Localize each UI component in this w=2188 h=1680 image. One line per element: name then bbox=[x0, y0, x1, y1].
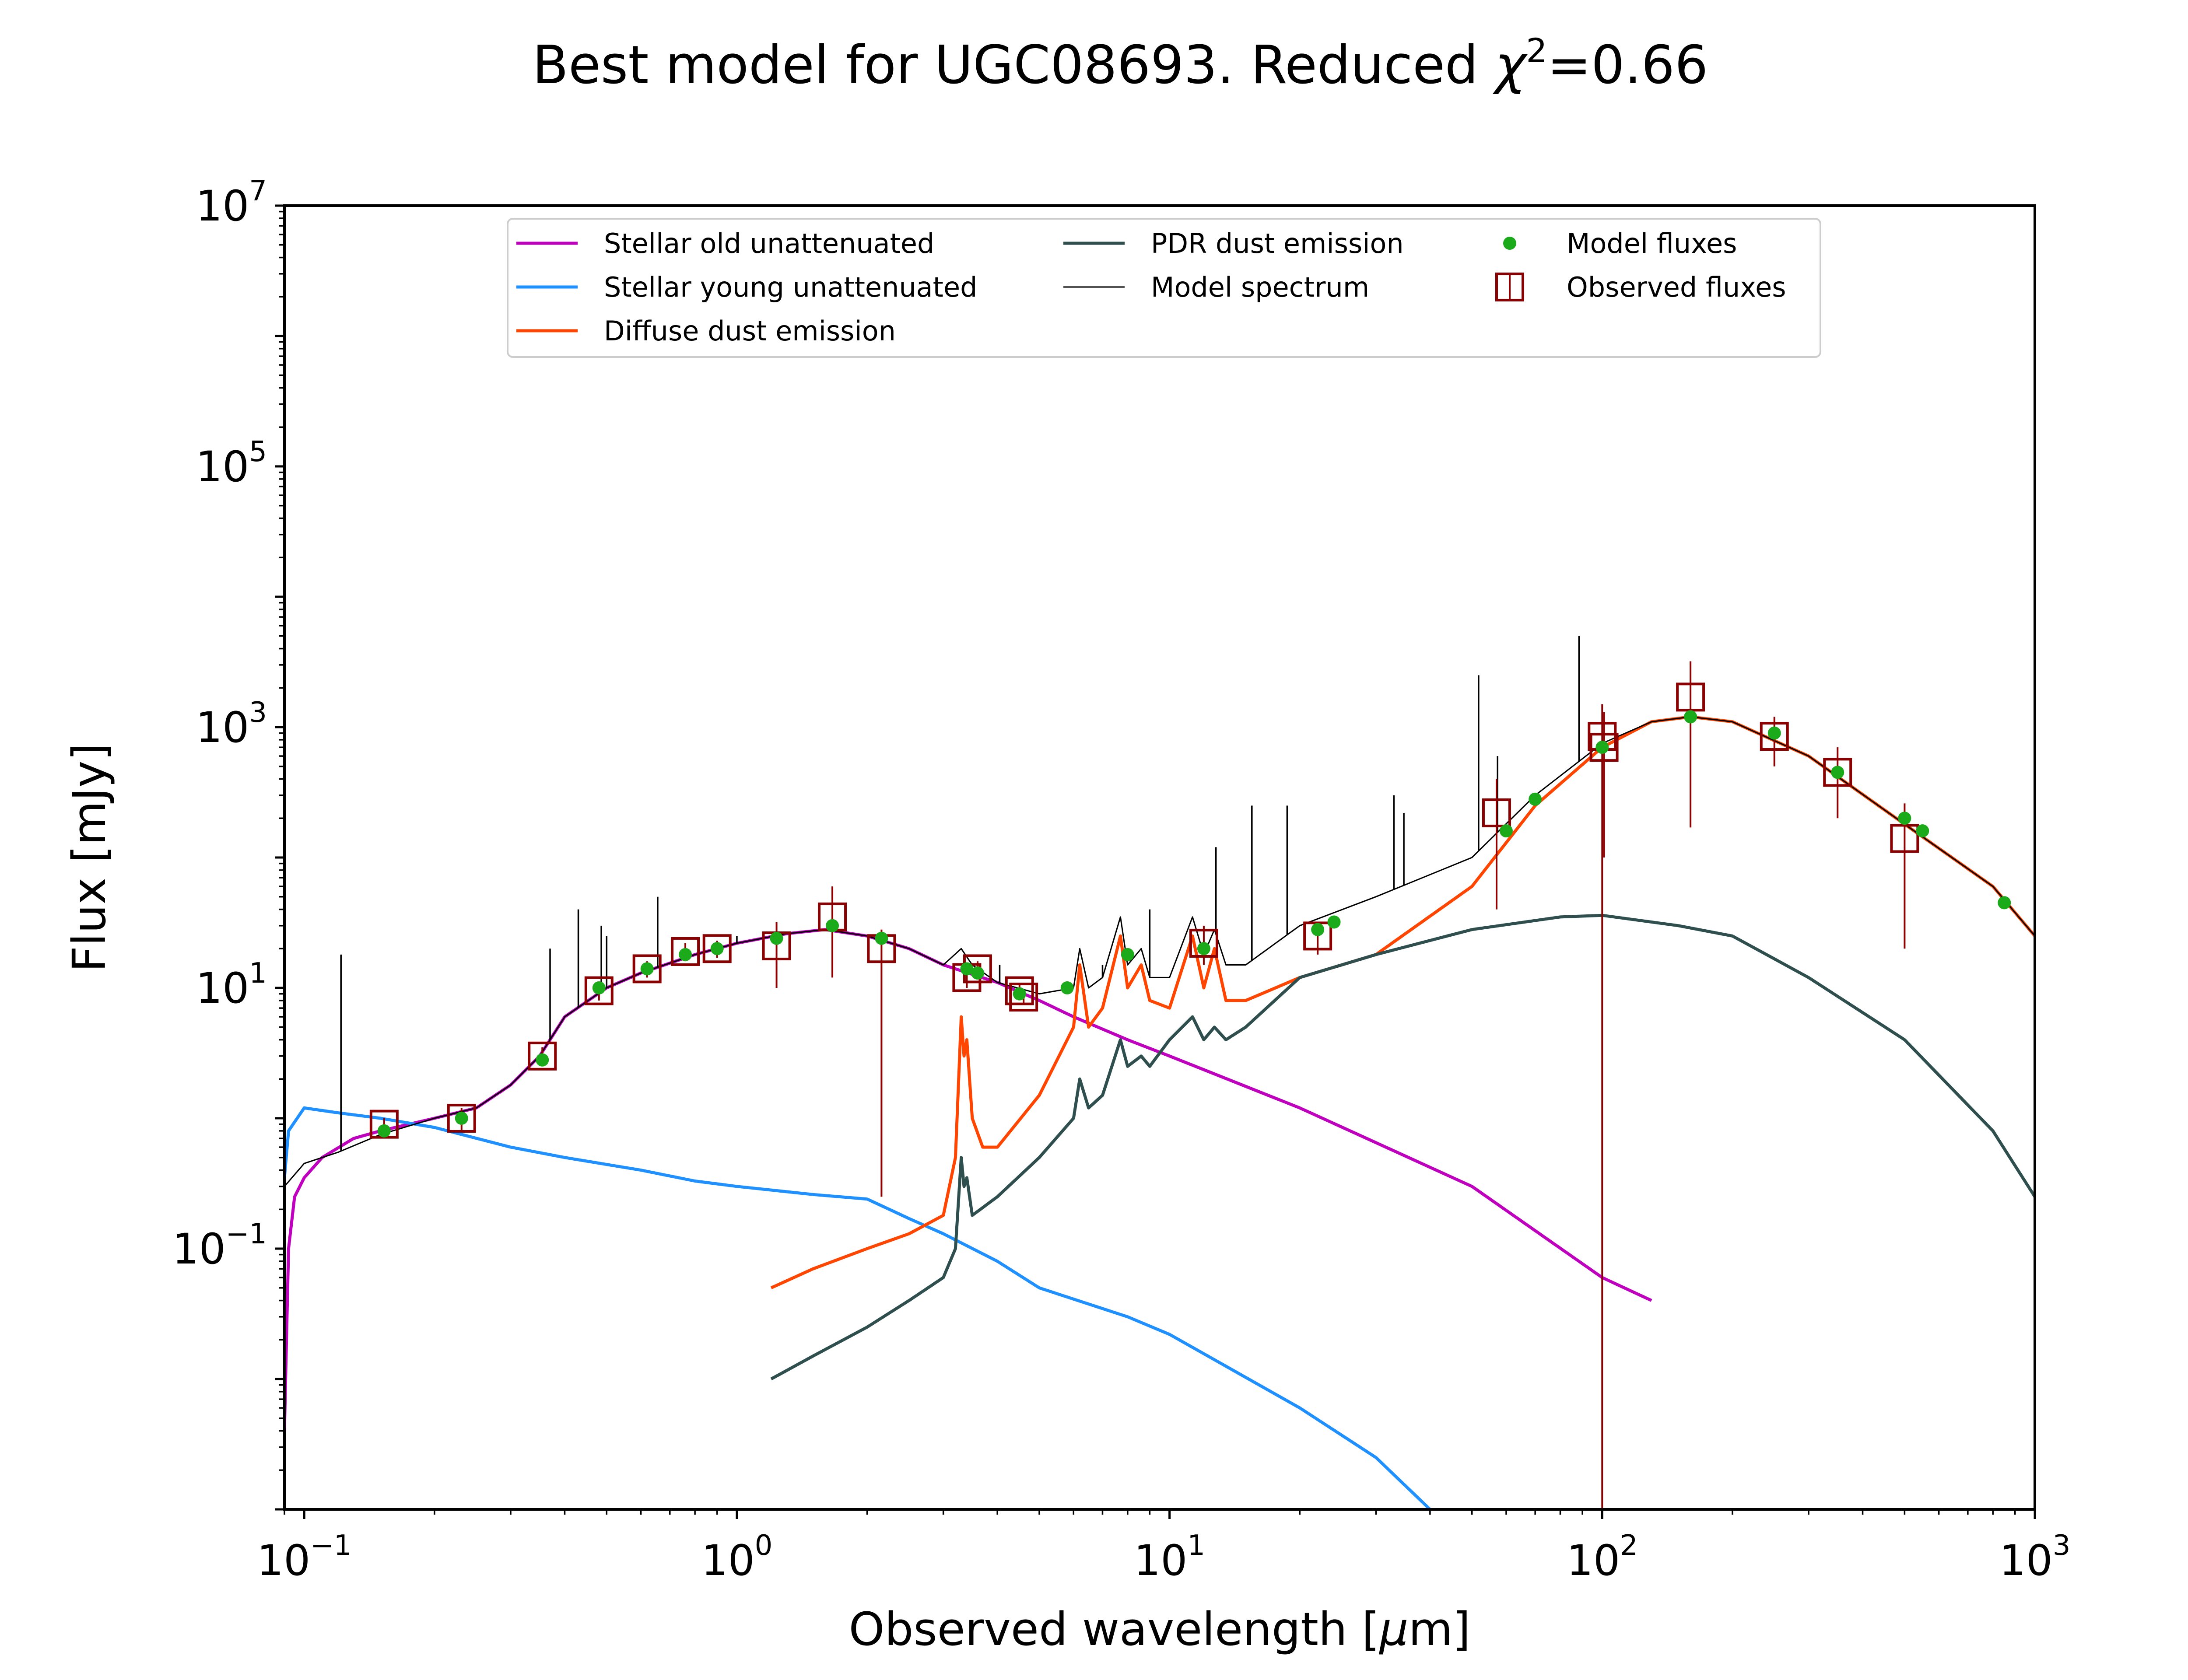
model-flux-point bbox=[1831, 766, 1844, 779]
y-tick-label: 105 bbox=[196, 436, 267, 491]
legend-entry-pdr-dust-emission: PDR dust emission bbox=[1063, 228, 1404, 259]
observed-flux-marker bbox=[584, 976, 614, 1005]
observed-flux-marker bbox=[1760, 722, 1789, 751]
observed-fluxes-markers bbox=[369, 682, 1919, 1139]
legend: Stellar old unattenuated Stellar young un… bbox=[507, 218, 1821, 358]
observed-flux-marker bbox=[671, 937, 700, 966]
model-flux-point bbox=[1327, 915, 1341, 929]
observed-flux-marker bbox=[1482, 798, 1511, 827]
observed-flux-marker bbox=[447, 1104, 476, 1133]
model-flux-point bbox=[1684, 710, 1697, 724]
model-flux-point bbox=[1060, 981, 1074, 994]
error-bars bbox=[383, 661, 1906, 1509]
model-flux-point bbox=[971, 966, 984, 980]
series-stellar-young-unattenuated-line bbox=[284, 1106, 1431, 1509]
model-flux-point bbox=[1916, 824, 1929, 838]
chart-title: Best model for UGC08693. Reduced χ2=0.66 bbox=[533, 31, 1708, 96]
model-flux-point bbox=[1595, 741, 1609, 754]
observed-flux-marker bbox=[1303, 921, 1332, 951]
model-flux-point bbox=[1121, 948, 1134, 961]
observed-flux-marker bbox=[1009, 983, 1038, 1012]
model-flux-point bbox=[710, 942, 724, 956]
legend-label: PDR dust emission bbox=[1151, 228, 1404, 259]
model-flux-point bbox=[592, 981, 606, 994]
legend-entry-model-fluxes: Model fluxes bbox=[1503, 228, 1737, 259]
observed-flux-marker bbox=[1005, 976, 1034, 1005]
series-pdr-dust-emission-line bbox=[770, 914, 2035, 1381]
legend-entry-model-spectrum: Model spectrum bbox=[1063, 271, 1369, 303]
x-tick-label: 10−1 bbox=[257, 1530, 352, 1585]
model-flux-point bbox=[536, 1053, 549, 1067]
legend-swatch bbox=[1503, 237, 1516, 250]
legend-entry-diffuse-dust-emission: Diffuse dust emission bbox=[516, 315, 896, 347]
model-flux-point bbox=[455, 1112, 468, 1125]
x-axis-label: Observed wavelength [μm] bbox=[849, 1603, 1471, 1656]
legend-label: Stellar young unattenuated bbox=[604, 271, 977, 303]
observed-flux-marker bbox=[528, 1041, 557, 1071]
series-curves bbox=[284, 715, 2035, 1509]
y-tick-label: 103 bbox=[196, 696, 267, 752]
x-tick-label: 100 bbox=[701, 1530, 772, 1585]
observed-flux-marker bbox=[1823, 758, 1852, 787]
legend-label: Stellar old unattenuated bbox=[604, 228, 934, 259]
legend-entry-stellar-young-unattenuated: Stellar young unattenuated bbox=[516, 271, 977, 303]
legend-box bbox=[507, 218, 1821, 358]
model-flux-point bbox=[1311, 923, 1325, 936]
model-flux-point bbox=[1197, 942, 1210, 956]
model-flux-point bbox=[1767, 726, 1781, 740]
observed-flux-marker bbox=[1189, 928, 1218, 958]
legend-label: Diffuse dust emission bbox=[604, 315, 896, 347]
y-tick-label: 10−1 bbox=[172, 1218, 267, 1274]
x-axis-ticks: 10−1 100 101 102 103 bbox=[257, 1509, 2070, 1585]
x-tick-label: 103 bbox=[1999, 1530, 2071, 1585]
model-flux-point bbox=[640, 962, 654, 976]
observed-flux-marker bbox=[702, 934, 732, 963]
model-flux-point bbox=[1013, 987, 1026, 1001]
legend-label: Observed fluxes bbox=[1567, 271, 1786, 303]
y-axis-label: Flux [mJy] bbox=[63, 743, 116, 972]
plot-frame bbox=[283, 204, 2036, 1511]
observed-flux-marker bbox=[1589, 733, 1619, 762]
emission-lines bbox=[340, 636, 1580, 1151]
y-axis-ticks: 10−1 101 103 105 107 bbox=[172, 175, 284, 1511]
legend-label: Model fluxes bbox=[1567, 228, 1737, 259]
model-flux-point bbox=[770, 931, 783, 945]
legend-entry-observed-fluxes: Observed fluxes bbox=[1495, 271, 1786, 303]
model-flux-point bbox=[679, 948, 692, 961]
series-model-spectrum-line bbox=[284, 716, 2035, 1187]
model-flux-point bbox=[960, 962, 974, 976]
model-flux-point bbox=[377, 1124, 391, 1138]
y-tick-label: 107 bbox=[196, 175, 267, 231]
model-flux-point bbox=[1998, 896, 2011, 910]
x-tick-label: 102 bbox=[1567, 1530, 1638, 1585]
observed-flux-marker bbox=[1890, 824, 1919, 853]
model-flux-point bbox=[826, 919, 839, 932]
model-fluxes-markers bbox=[377, 710, 2011, 1138]
observed-flux-marker bbox=[1676, 682, 1705, 712]
series-diffuse-dust-emission-line bbox=[770, 715, 2035, 1289]
model-flux-point bbox=[1499, 824, 1513, 838]
model-flux-point bbox=[1529, 792, 1542, 806]
legend-label: Model spectrum bbox=[1151, 271, 1369, 303]
y-tick-label: 101 bbox=[196, 957, 267, 1013]
legend-entry-stellar-old-unattenuated: Stellar old unattenuated bbox=[516, 228, 934, 259]
model-flux-point bbox=[875, 931, 888, 945]
x-tick-label: 101 bbox=[1134, 1530, 1205, 1585]
model-flux-point bbox=[1898, 812, 1911, 825]
observed-flux-marker bbox=[632, 954, 662, 984]
